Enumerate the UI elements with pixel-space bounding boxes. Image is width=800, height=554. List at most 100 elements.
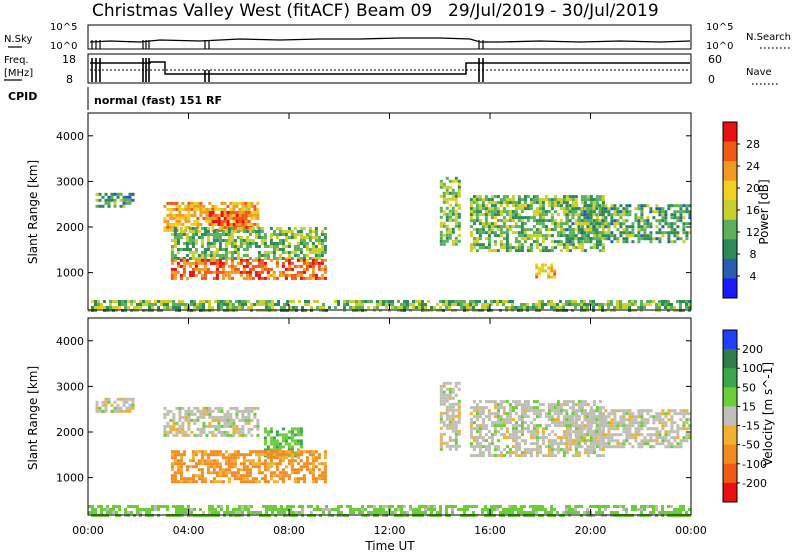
echo-cell: [200, 459, 204, 463]
echo-cell: [481, 511, 484, 514]
echo-cell: [508, 505, 511, 508]
echo-cell: [221, 480, 225, 484]
echo-cell: [679, 511, 682, 514]
echo-cell: [229, 222, 233, 226]
echo-cell: [305, 264, 309, 268]
echo-cell: [478, 195, 482, 199]
echo-cell: [619, 204, 623, 208]
echo-cell: [373, 508, 376, 511]
echo-cell: [323, 456, 327, 460]
echo-cell: [589, 445, 593, 449]
echo-cell: [664, 210, 668, 214]
echo-cell: [215, 267, 219, 271]
echo-cell: [175, 511, 178, 514]
echo-cell: [148, 511, 151, 514]
echo-cell: [679, 508, 682, 511]
echo-cell: [628, 204, 632, 208]
echo-cell: [586, 237, 590, 241]
echo-cell: [263, 436, 267, 440]
echo-cell: [253, 303, 256, 306]
echo-cell: [595, 303, 598, 306]
echo-cell: [355, 306, 358, 309]
echo-cell: [245, 453, 249, 457]
echo-cell: [221, 230, 225, 233]
echo-cell: [236, 230, 240, 233]
echo-cell: [221, 456, 225, 460]
echo-cell: [290, 233, 294, 236]
echo-cell: [535, 266, 539, 270]
echo-cell: [565, 418, 569, 422]
echo-cell: [268, 306, 271, 309]
echo-cell: [658, 219, 662, 223]
echo-cell: [247, 300, 250, 303]
echo-cell: [311, 456, 315, 460]
echo-cell: [412, 508, 415, 511]
echo-cell: [523, 451, 527, 455]
echo-cell: [203, 264, 207, 268]
echo-cell: [646, 433, 650, 437]
echo-cell: [454, 414, 458, 418]
echo-cell: [508, 243, 512, 247]
echo-cell: [679, 439, 683, 443]
echo-cell: [544, 225, 548, 229]
echo-cell: [601, 198, 605, 202]
echo-cell: [256, 201, 260, 205]
echo-cell: [202, 424, 206, 428]
echo-cell: [200, 261, 204, 265]
echo-cell: [311, 459, 315, 463]
echo-cell: [280, 306, 283, 309]
echo-cell: [586, 225, 590, 229]
echo-cell: [286, 505, 289, 508]
echo-cell: [517, 249, 521, 253]
echo-cell: [107, 195, 111, 199]
echo-cell: [688, 303, 691, 306]
echo-cell: [568, 303, 571, 306]
echo-cell: [176, 242, 180, 245]
echo-cell: [484, 246, 488, 250]
echo-cell: [679, 213, 683, 217]
echo-cell: [574, 201, 578, 205]
echo-cell: [212, 450, 216, 454]
echo-cell: [178, 505, 181, 508]
echo-cell: [188, 251, 192, 254]
echo-cell: [203, 230, 207, 233]
echo-cell: [673, 445, 677, 449]
echo-cell: [239, 245, 243, 248]
echo-cell: [550, 508, 553, 511]
echo-cell: [232, 424, 236, 428]
echo-cell: [202, 427, 206, 431]
echo-cell: [95, 192, 99, 196]
echo-cell: [448, 447, 452, 451]
echo-cell: [559, 228, 563, 232]
echo-cell: [472, 409, 476, 413]
echo-cell: [445, 414, 449, 418]
echo-cell: [172, 415, 176, 419]
echo-cell: [191, 273, 195, 277]
echo-cell: [679, 207, 683, 211]
echo-cell: [493, 430, 497, 434]
echo-cell: [215, 236, 219, 239]
echo-cell: [172, 201, 176, 205]
echo-cell: [496, 421, 500, 425]
echo-cell: [544, 412, 548, 416]
echo-cell: [170, 273, 174, 277]
echo-cell: [514, 433, 518, 437]
colorbar-swatch: [723, 141, 737, 162]
echo-cell: [131, 400, 135, 404]
echo-cell: [640, 445, 644, 449]
echo-cell: [592, 448, 596, 452]
echo-cell: [586, 421, 590, 425]
echo-cell: [550, 430, 554, 434]
echo-cell: [577, 454, 581, 458]
echo-cell: [263, 427, 267, 431]
echo-cell: [451, 218, 455, 222]
echo-cell: [262, 300, 265, 303]
echo-cell: [323, 239, 327, 242]
echo-cell: [233, 267, 237, 271]
echo-cell: [206, 465, 210, 469]
echo-cell: [640, 442, 644, 446]
echo-cell: [688, 222, 692, 226]
echo-cell: [616, 445, 620, 449]
echo-cell: [245, 477, 249, 481]
echo-cell: [478, 412, 482, 416]
